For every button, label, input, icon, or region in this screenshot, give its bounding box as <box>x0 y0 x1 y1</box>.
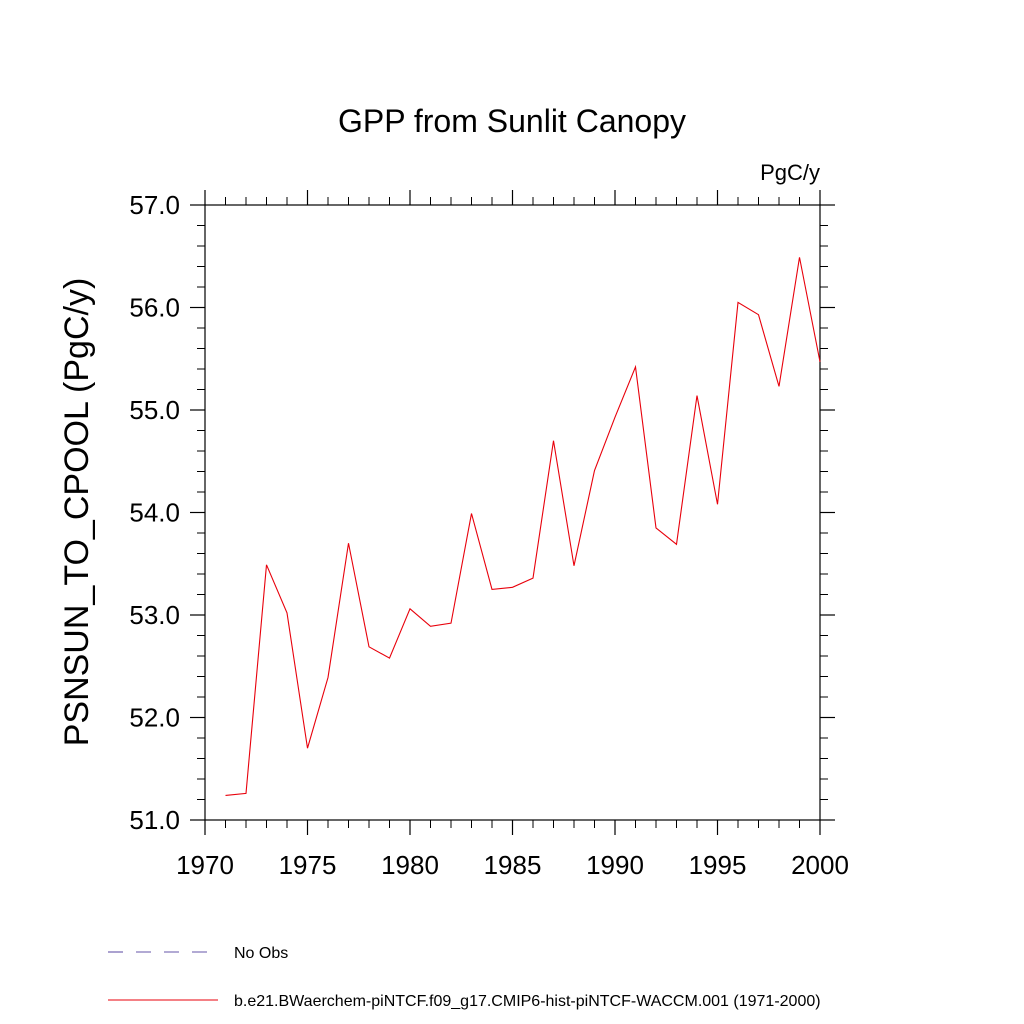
series-line <box>225 257 821 796</box>
y-tick-labels: 51.0 52.0 53.0 54.0 55.0 56.0 57.0 <box>129 190 180 835</box>
y-tick-label: 53.0 <box>129 600 180 630</box>
y-tick-label: 52.0 <box>129 703 180 733</box>
y-tick-label: 51.0 <box>129 805 180 835</box>
x-tick-label: 1980 <box>381 850 439 880</box>
y-tick-label: 56.0 <box>129 293 180 323</box>
major-ticks <box>190 190 835 835</box>
x-tick-label: 1975 <box>279 850 337 880</box>
series-layer <box>225 257 821 796</box>
legend-label: b.e21.BWaerchem-piNTCF.f09_g17.CMIP6-his… <box>234 993 821 1010</box>
x-tick-label: 1990 <box>586 850 644 880</box>
x-tick-label: 1985 <box>484 850 542 880</box>
x-tick-label: 1995 <box>689 850 747 880</box>
x-tick-label: 2000 <box>791 850 849 880</box>
y-tick-label: 55.0 <box>129 395 180 425</box>
units-label: PgC/y <box>760 160 820 185</box>
legend-label: No Obs <box>234 945 288 962</box>
x-tick-labels: 1970 1975 1980 1985 1990 1995 2000 <box>176 850 849 880</box>
chart-title: GPP from Sunlit Canopy <box>338 103 686 139</box>
y-tick-label: 57.0 <box>129 190 180 220</box>
legend: No Obs b.e21.BWaerchem-piNTCF.f09_g17.CMI… <box>108 945 821 1010</box>
y-tick-label: 54.0 <box>129 498 180 528</box>
plot-frame <box>204 204 821 821</box>
x-tick-label: 1970 <box>176 850 234 880</box>
minor-ticks <box>197 197 828 828</box>
y-axis-label: PSNSUN_TO_CPOOL (PgC/y) <box>58 278 96 747</box>
